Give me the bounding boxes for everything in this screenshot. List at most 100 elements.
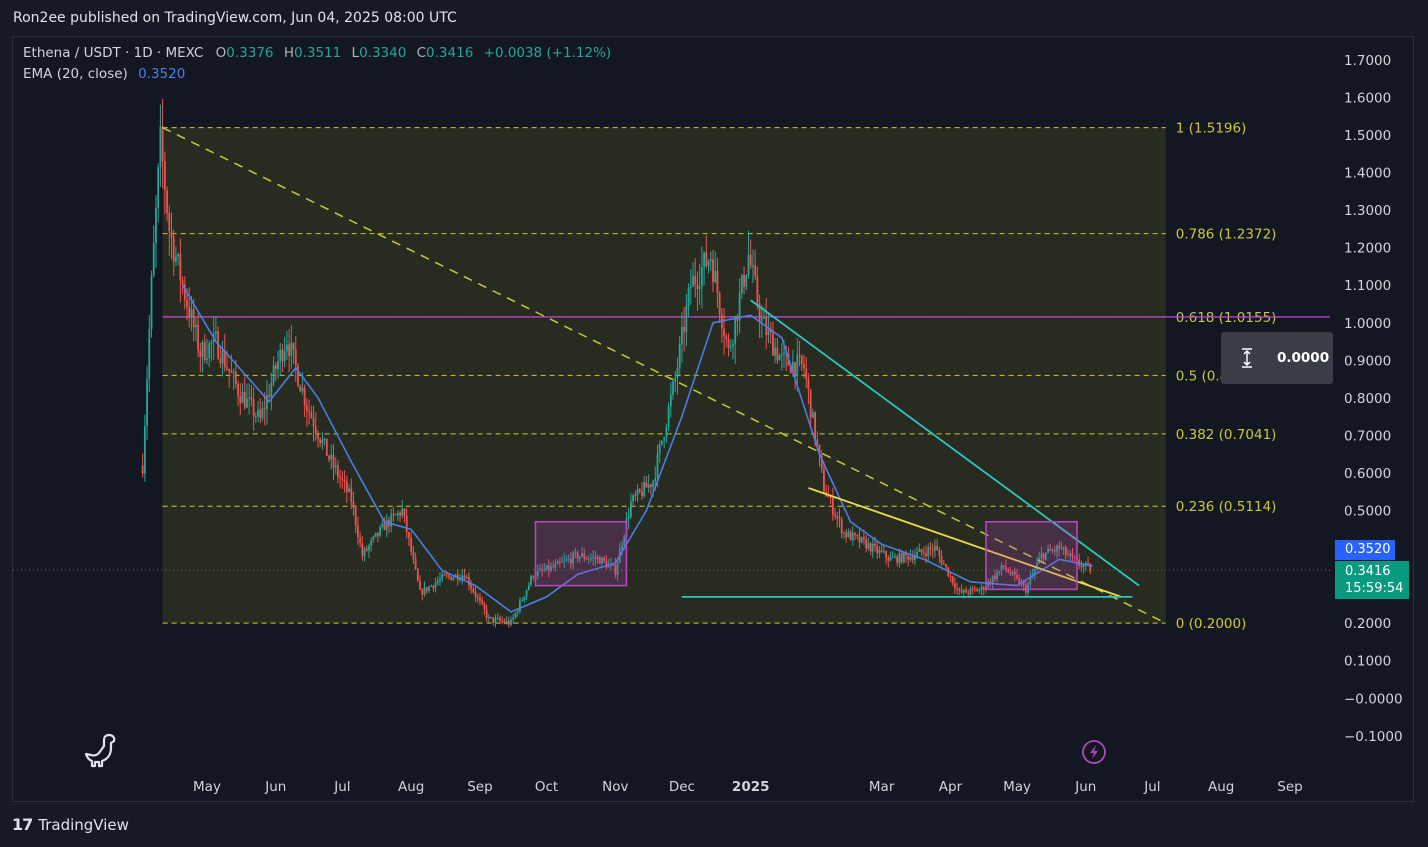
candle-body [1062,547,1065,549]
candle-body [714,270,717,283]
fib-level-label: 0 (0.2000) [1176,616,1247,632]
candle-body [989,581,992,584]
candle-body [1082,565,1085,568]
candle-body [920,549,923,553]
candle-body [226,367,228,369]
candle-body [357,525,359,538]
candle-body [838,517,841,520]
candle-body [372,536,375,541]
y-axis-tick-label: 1.6000 [1344,90,1391,106]
candle-body [843,532,845,534]
candle-body [800,355,803,365]
candle-body [767,329,770,336]
candle-body [707,261,710,267]
measure-icon [1242,348,1252,368]
fib-level-label: 0.618 (1.0155) [1176,310,1277,326]
candle-body [341,478,344,481]
candle-body [649,484,652,488]
candle-body [574,552,577,554]
candle-body [572,553,575,564]
candle-body [241,391,244,403]
candle-body [967,592,970,594]
candle-body [694,276,697,285]
candle-body [1049,548,1052,551]
candle-body [423,587,426,595]
candle-body [756,276,759,304]
candle-body [532,576,535,578]
legend-symbol[interactable]: Ethena / USDT · 1D · MEXC [23,45,204,61]
candle-body [578,556,581,559]
candle-body [863,537,865,540]
candle-body [856,534,859,536]
candle-body [869,543,872,552]
candle-body [725,336,728,340]
candle-body [585,558,588,560]
candle-body [1069,553,1072,556]
candle-body [905,552,907,556]
candle-body [689,286,692,288]
candle-body [246,398,248,408]
candle-body [385,519,388,531]
candle-body [745,275,748,287]
candle-body [678,343,681,368]
ema-line [181,284,1093,613]
candle-body [973,588,976,590]
candle-body [778,355,781,361]
measure-tool-box[interactable]: 0.0000 [1221,332,1333,384]
candle-body [949,576,952,578]
candle-body [958,588,961,591]
candle-body [461,575,464,580]
tradingview-brand[interactable]: 𝟭𝟳 TradingView [12,815,129,834]
candle-body [1018,577,1021,585]
candle-body [405,515,408,533]
candle-body [1040,553,1043,558]
candle-body [1013,571,1016,575]
candle-body [760,319,763,321]
legend-high: 0.3511 [293,45,342,61]
candle-body [654,477,657,482]
candle-body [598,557,601,564]
candle-body [729,346,732,348]
candle-body [186,299,188,307]
candle-body [858,535,861,543]
candle-body [663,437,666,441]
candle-body [1029,577,1032,584]
candle-body [1058,545,1061,549]
candle-body [146,379,148,427]
consolidation-box [534,520,628,587]
candle-body [219,358,222,364]
candle-body [192,309,195,328]
candle-body [942,563,945,565]
x-axis-tick-label: Aug [398,779,424,795]
dino-icon[interactable] [84,732,118,768]
y-axis-tick-label: 1.7000 [1344,53,1391,69]
candle-body [1033,569,1036,575]
candle-body [538,568,541,571]
legend-low: 0.3340 [359,45,407,61]
bar-countdown: 15:59:54 [1345,581,1404,596]
candle-body [314,426,317,434]
candle-body [740,275,743,294]
candle-body [925,553,927,557]
candle-body [851,532,854,541]
candle-body [594,556,597,559]
candle-body [789,365,792,374]
candle-body [412,551,415,559]
candle-body [723,328,725,337]
candle-body [523,596,526,600]
candle-body [230,371,233,373]
candle-body [603,557,606,561]
lightning-bolt-icon [1090,745,1098,759]
candle-body [940,555,943,564]
candle-body [656,453,659,478]
candle-body [485,609,488,618]
x-axis-tick-label: May [1003,779,1031,795]
candle-body [288,344,291,356]
candle-body [956,588,959,590]
candle-body [399,512,401,516]
candle-body [991,575,994,584]
candle-body [141,465,144,474]
x-axis-tick-label: 2025 [732,779,770,795]
legend-ema[interactable]: EMA (20, close) 0.3520 [23,66,185,82]
